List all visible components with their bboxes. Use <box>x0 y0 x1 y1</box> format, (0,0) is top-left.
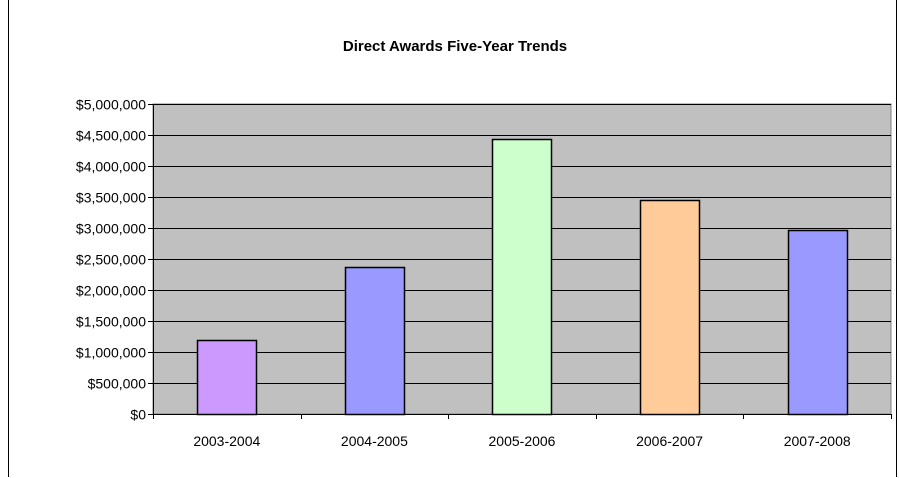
y-tick-label: $1,000,000 <box>76 345 146 361</box>
bar-2007-2008 <box>787 229 849 416</box>
x-tick-label: 2004-2005 <box>341 433 408 449</box>
y-tick-label: $4,000,000 <box>76 159 146 175</box>
y-tick-label: $5,000,000 <box>76 97 146 113</box>
x-axis: 2003-2004 2004-2005 2005-2006 2006-2007 2007… <box>153 414 892 449</box>
y-tick-label: $500,000 <box>88 376 147 392</box>
x-tick-label: 2003-2004 <box>193 433 260 449</box>
chart-title: Direct Awards Five-Year Trends <box>343 38 567 55</box>
x-tick-label: 2007-2008 <box>784 433 851 449</box>
bar-2004-2005 <box>344 266 406 416</box>
y-tick-label: $3,500,000 <box>76 190 146 206</box>
bar-2005-2006 <box>491 138 553 416</box>
y-tick-label: $4,500,000 <box>76 128 146 144</box>
y-tick-label: $2,500,000 <box>76 252 146 268</box>
y-axis: $0 $500,000 $1,000,000 $1,500,000 $2,000,000… <box>76 97 154 423</box>
y-tick-label: $0 <box>130 407 146 423</box>
bars <box>196 138 849 416</box>
bar-2003-2004 <box>196 339 258 416</box>
y-tick-label: $2,000,000 <box>76 283 146 299</box>
y-tick-label: $3,000,000 <box>76 221 146 237</box>
x-tick-label: 2006-2007 <box>636 433 703 449</box>
y-tick-label: $1,500,000 <box>76 314 146 330</box>
bar-2006-2007 <box>639 199 701 416</box>
x-tick-label: 2005-2006 <box>489 433 556 449</box>
